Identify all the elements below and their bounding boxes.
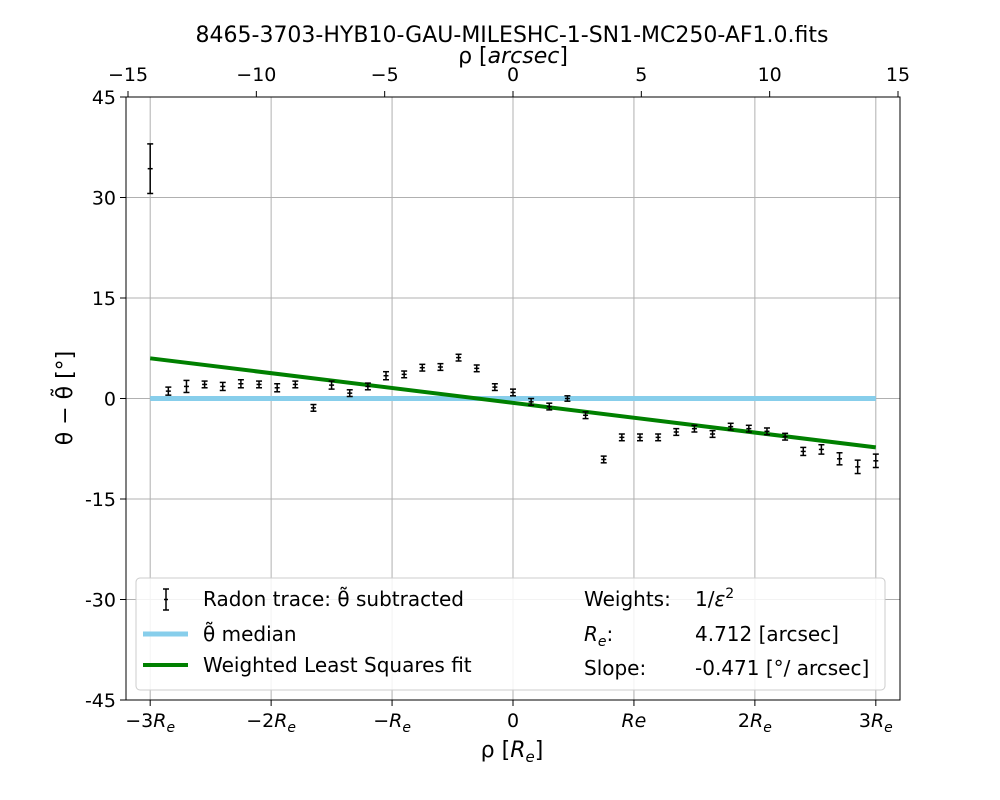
- data-point: [727, 422, 734, 431]
- data-point: [528, 397, 535, 406]
- x-tick-label: 0: [507, 710, 519, 732]
- data-point: [510, 388, 516, 397]
- top-tick-label: −5: [371, 64, 399, 86]
- data-points: [147, 143, 879, 475]
- data-point: [818, 443, 825, 455]
- top-axis-ticks: −15 −10 −5 0 5 10 15: [108, 64, 910, 97]
- data-point: [201, 380, 208, 389]
- data-point: [745, 424, 752, 433]
- data-point: [437, 362, 444, 372]
- fit-line-group: [149, 356, 877, 450]
- x-tick-label: Re: [621, 710, 646, 732]
- legend-label-median: θ̃ median: [203, 621, 297, 646]
- y-axis-label: θ − θ̃ [°]: [50, 351, 78, 446]
- info-key-re: Re:: [584, 622, 613, 650]
- legend-box: [135, 577, 886, 691]
- x-tick-label: −2Re: [246, 710, 296, 736]
- legend-label-fit: Weighted Least Squares fit: [203, 653, 472, 677]
- data-point: [836, 452, 843, 466]
- data-point: [655, 433, 662, 442]
- legend-label-radon: Radon trace: θ̃ subtracted: [203, 586, 464, 611]
- data-point: [582, 411, 589, 420]
- x-tick-label: 2Re: [738, 710, 772, 736]
- data-point: [491, 383, 498, 392]
- y-tick-label: -15: [85, 489, 116, 511]
- x-tick-label: 3Re: [859, 710, 893, 736]
- y-tick-label: 45: [92, 87, 116, 109]
- fit-line: [149, 356, 877, 450]
- x-tick-label: −3Re: [125, 710, 175, 736]
- legend-marker-errorbar: [163, 588, 169, 611]
- data-point: [872, 453, 879, 469]
- data-point: [256, 380, 263, 389]
- data-point: [419, 363, 426, 372]
- info-value-re: 4.712 [arcsec]: [695, 622, 839, 646]
- chart-title: 8465-3703-HYB10-GAU-MILESHC-1-SN1-MC250-…: [196, 23, 829, 48]
- data-point: [600, 455, 607, 464]
- info-key-weights: Weights:: [584, 587, 671, 611]
- data-point: [383, 370, 390, 381]
- y-tick-label: 15: [92, 288, 116, 310]
- data-point: [292, 380, 299, 389]
- data-point: [455, 353, 462, 362]
- data-point: [854, 459, 861, 475]
- top-tick-label: −10: [236, 64, 276, 86]
- data-point: [401, 370, 408, 379]
- top-tick-label: 0: [507, 64, 519, 86]
- top-axis-label: ρ [arcsec]: [458, 44, 568, 69]
- x-axis-label: ρ [Re]: [481, 738, 544, 766]
- data-point: [364, 382, 371, 391]
- data-point: [636, 433, 643, 442]
- y-axis-ticks: 45 30 15 0 -15 -30 -45: [85, 87, 126, 712]
- y-tick-label: -30: [85, 590, 116, 612]
- data-point: [183, 379, 190, 394]
- data-point: [165, 386, 172, 396]
- data-point: [473, 364, 480, 373]
- top-tick-label: 5: [635, 64, 647, 86]
- top-tick-label: −15: [108, 64, 148, 86]
- data-point: [328, 380, 335, 390]
- info-value-slope: -0.471 [°/ arcsec]: [695, 656, 869, 680]
- data-point: [310, 403, 317, 412]
- data-point: [219, 381, 226, 392]
- x-axis-ticks: −3Re −2Re −Re 0 Re 2Re 3Re: [125, 700, 893, 736]
- data-point: [546, 402, 553, 411]
- top-tick-label: 15: [886, 64, 910, 86]
- top-tick-label: 10: [758, 64, 782, 86]
- data-point: [673, 427, 680, 437]
- y-tick-label: -45: [85, 690, 116, 712]
- y-tick-label: 0: [104, 389, 116, 411]
- data-point: [274, 383, 281, 393]
- info-key-slope: Slope:: [584, 656, 646, 680]
- data-point: [618, 433, 625, 442]
- data-point: [763, 427, 770, 436]
- data-point: [691, 424, 698, 433]
- data-point: [147, 143, 154, 195]
- data-point: [709, 429, 716, 439]
- x-tick-label: −Re: [373, 710, 411, 736]
- y-tick-label: 30: [92, 188, 116, 210]
- data-point: [800, 446, 807, 457]
- data-point: [564, 395, 571, 402]
- data-point: [782, 432, 789, 441]
- data-point: [346, 389, 353, 398]
- legend: Radon trace: θ̃ subtracted θ̃ median Wei…: [135, 577, 886, 691]
- data-point: [237, 378, 244, 389]
